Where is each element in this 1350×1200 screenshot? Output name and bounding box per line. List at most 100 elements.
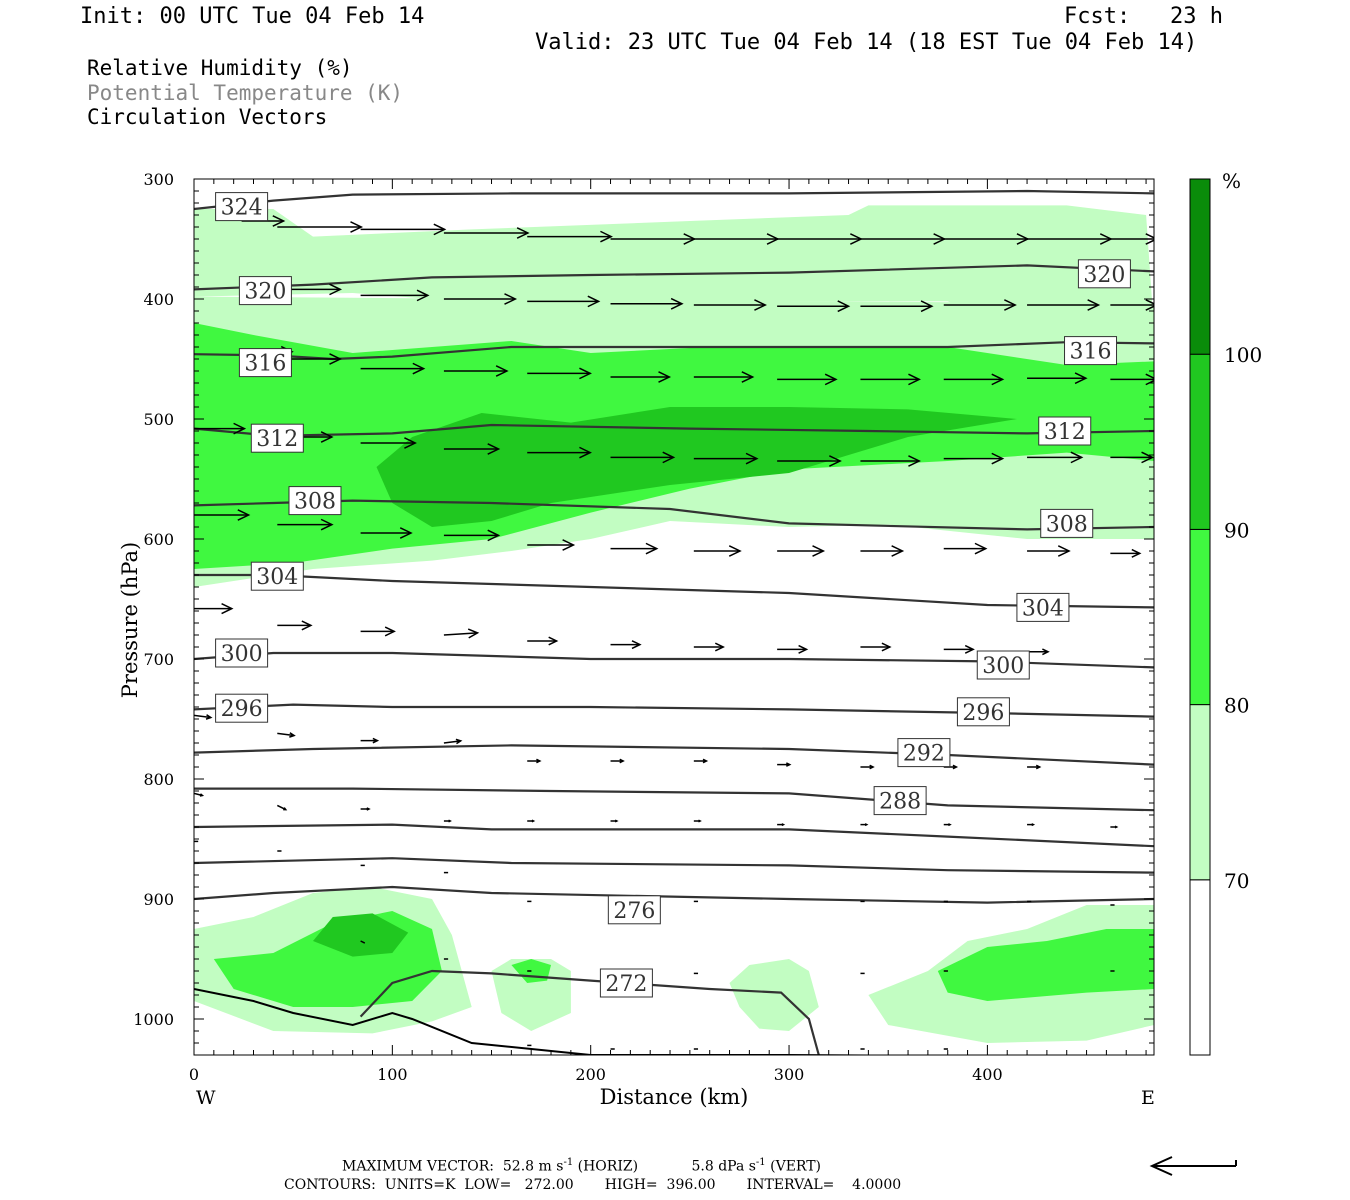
circulation-vector [1110,233,1154,245]
vector-head [1087,299,1101,311]
colorbar-level-100: 100 [1224,343,1262,367]
circulation-vector [443,628,480,639]
circulation-vector [610,640,642,650]
circulation-vector [860,300,934,313]
circulation-vector [610,819,619,823]
theta-label-box [599,968,653,998]
vector-head [1145,299,1154,311]
vector-head [991,452,1005,465]
horiz-exponent: -1 [563,1157,574,1168]
circulation-vector [360,437,417,449]
colorbar-swatch [1189,704,1211,881]
vector-layer [194,215,1154,1050]
circulation-vector [277,732,296,738]
theta-contour-308 [194,499,1154,531]
circulation-vector [860,455,921,467]
theta-label-box [1016,592,1070,622]
theta-label-box [1040,508,1094,538]
x-tick-label-0: 0 [189,1065,199,1084]
vector-head [1141,451,1154,464]
rh-region-90 [313,913,409,957]
vert-tag: (VERT) [770,1158,822,1175]
theta-label-316: 316 [244,352,286,377]
rh-fill-layer [194,205,1154,1043]
circulation-vector [693,452,759,465]
vector-head [619,758,625,764]
circulation-vector [1027,372,1088,385]
y-tick-label-1000: 1000 [133,1010,174,1029]
circulation-vector [194,422,247,435]
circulation-vector [527,367,592,380]
vector-shaft [443,740,461,744]
y-tick-label-300: 300 [143,170,174,189]
circulation-vector [610,371,672,383]
rh-region-80 [937,929,1154,1001]
circulation-vector [777,373,838,386]
vector-head [433,223,447,236]
circulation-vector [1027,545,1071,557]
vector-head [329,283,343,296]
vector-head [399,527,413,539]
circulation-vector [943,644,975,654]
vector-head [741,371,755,383]
y-tick-label-800: 800 [143,770,174,789]
circulation-vector [943,299,1017,311]
circulation-vector [943,823,952,827]
circulation-vector [860,545,905,557]
vector-head [714,642,725,652]
vector-head [1031,823,1036,827]
vector-head [548,636,559,646]
rh-region-70 [729,959,819,1031]
theta-label-300: 300 [982,654,1024,679]
theta-contour-292 [194,744,1154,766]
vector-head [864,823,869,827]
colorbar-level-80: 80 [1224,694,1249,718]
circulation-vector [443,529,501,542]
vector-head [320,518,334,531]
west-label: W [196,1087,216,1109]
theta-contour-276 [194,885,1154,904]
vector-head [974,542,988,555]
vector-head [289,732,296,738]
theta-label-312: 312 [256,427,298,452]
circulation-vector [527,539,576,551]
vector-head [448,819,452,823]
circulation-vector [443,365,509,377]
circulation-vector [443,443,501,455]
plot-frame [193,178,1155,1056]
vector-head [199,793,205,797]
vector-head [516,227,530,239]
circulation-vector [777,455,842,467]
vector-head [745,452,759,465]
circulation-vector [1110,548,1142,558]
circulation-vector [1027,648,1050,656]
theta-label-276: 276 [613,899,655,924]
vector-head [702,758,709,764]
vector-head [869,764,875,770]
circulation-vector [610,451,676,464]
vector-head [384,626,396,637]
x-tick-label-100: 100 [377,1065,408,1084]
vector-head [662,451,676,464]
vector-head [728,545,742,557]
circulation-vector [777,300,851,313]
theta-label-296: 296 [221,697,263,722]
theta-label-box [215,638,269,668]
vector-head [786,762,792,767]
theta-label-box [956,697,1010,727]
circulation-vector [443,293,518,305]
vector-head [416,289,430,302]
vector-head [1004,299,1017,311]
colorbar-level-70: 70 [1224,869,1249,893]
circulation-vector [610,542,659,555]
circulation-vector [943,542,988,555]
y-tick-label-700: 700 [143,650,174,669]
theta-label-320: 320 [1083,263,1125,288]
circulation-vector [277,620,313,631]
theta-label-box [250,423,304,453]
vector-shaft [194,714,211,719]
forecast-hour: Fcst: 23 h [1064,4,1223,29]
vector-head [991,373,1005,386]
max-vector-label: MAXIMUM VECTOR: [342,1158,494,1175]
circulation-vector [860,764,875,770]
